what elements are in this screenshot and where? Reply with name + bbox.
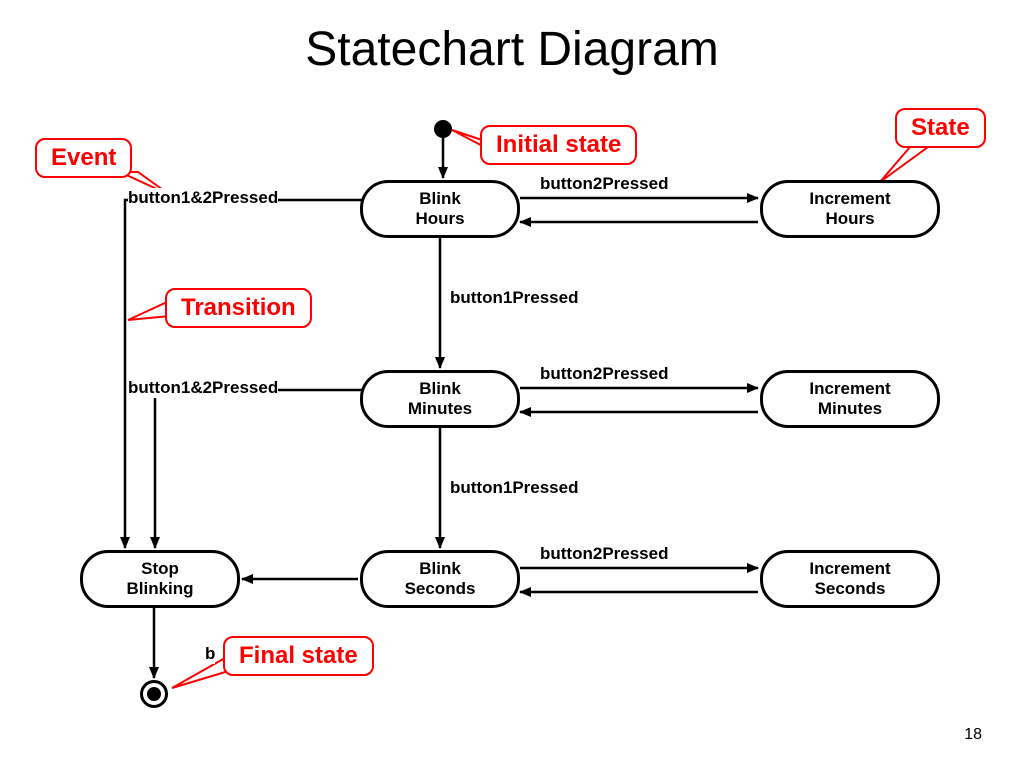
state-label: Blink [419,559,461,579]
edge-label: button1Pressed [450,478,578,498]
state-label: Minutes [818,399,882,419]
state-label: Increment [809,559,890,579]
callout-final-state: Final state [223,636,374,676]
edge-label: b [205,644,215,664]
page-number: 18 [964,726,982,744]
edge-label: button2Pressed [540,364,668,384]
callout-transition: Transition [165,288,312,328]
edge-label: button2Pressed [540,174,668,194]
state-blink-seconds: Blink Seconds [360,550,520,608]
state-label: Increment [809,189,890,209]
callout-state: State [895,108,986,148]
state-label: Seconds [815,579,886,599]
state-blink-minutes: Blink Minutes [360,370,520,428]
edge-label: button1Pressed [450,288,578,308]
final-state-inner [147,687,161,701]
edge-label: button2Pressed [540,544,668,564]
state-label: Minutes [408,399,472,419]
callout-event: Event [35,138,132,178]
state-label: Seconds [405,579,476,599]
state-label: Increment [809,379,890,399]
state-label: Blink [419,189,461,209]
initial-state-dot [434,120,452,138]
state-increment-seconds: Increment Seconds [760,550,940,608]
state-label: Hours [415,209,464,229]
state-increment-minutes: Increment Minutes [760,370,940,428]
state-label: Blink [419,379,461,399]
state-blink-hours: Blink Hours [360,180,520,238]
final-state-dot [140,680,168,708]
state-increment-hours: Increment Hours [760,180,940,238]
state-stop-blinking: Stop Blinking [80,550,240,608]
callout-initial-state: Initial state [480,125,637,165]
page-title: Statechart Diagram [0,22,1024,77]
state-label: Stop [141,559,179,579]
state-label: Blinking [126,579,193,599]
edge-label: button1&2Pressed [128,188,278,208]
state-label: Hours [825,209,874,229]
edge-label: button1&2Pressed [128,378,278,398]
